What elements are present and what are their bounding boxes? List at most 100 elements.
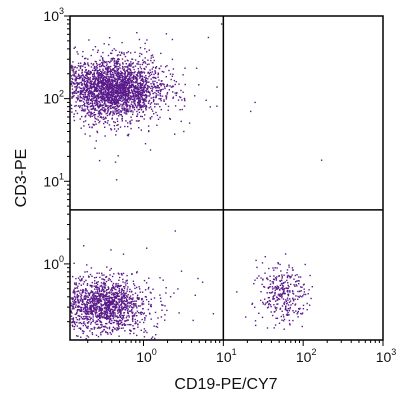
data-point bbox=[101, 286, 103, 288]
data-point bbox=[149, 117, 151, 119]
data-point bbox=[144, 94, 146, 97]
data-point bbox=[167, 105, 170, 108]
data-point bbox=[123, 302, 126, 305]
data-point bbox=[267, 297, 270, 299]
data-point bbox=[95, 61, 97, 63]
data-point bbox=[138, 286, 140, 288]
data-point bbox=[141, 115, 143, 118]
data-point bbox=[87, 58, 89, 60]
data-point bbox=[140, 85, 142, 87]
data-point bbox=[296, 313, 298, 315]
data-point bbox=[100, 282, 103, 284]
data-point bbox=[107, 288, 110, 290]
data-point bbox=[132, 107, 134, 109]
data-point bbox=[79, 327, 82, 329]
data-point bbox=[107, 295, 110, 298]
data-point bbox=[106, 98, 109, 100]
data-point bbox=[155, 325, 157, 328]
data-point bbox=[96, 281, 98, 284]
data-point bbox=[265, 302, 267, 304]
data-point bbox=[95, 101, 97, 103]
data-point bbox=[120, 290, 123, 292]
data-point bbox=[140, 87, 142, 89]
data-point bbox=[127, 77, 129, 80]
data-point bbox=[139, 103, 141, 106]
data-point bbox=[285, 287, 287, 289]
data-point bbox=[139, 93, 141, 95]
data-point bbox=[101, 63, 104, 65]
data-point bbox=[70, 83, 73, 85]
data-point bbox=[267, 306, 270, 308]
data-point bbox=[108, 37, 111, 39]
data-point bbox=[118, 58, 120, 61]
data-point bbox=[98, 289, 101, 292]
data-point bbox=[139, 101, 142, 103]
data-point bbox=[134, 104, 136, 106]
data-point bbox=[124, 282, 126, 284]
data-point bbox=[104, 121, 107, 123]
data-point bbox=[116, 83, 118, 85]
data-point bbox=[157, 89, 159, 92]
data-point bbox=[94, 280, 96, 282]
data-point bbox=[112, 299, 114, 302]
data-point bbox=[285, 299, 287, 301]
data-point bbox=[128, 97, 131, 99]
data-point bbox=[105, 280, 108, 283]
data-point bbox=[150, 102, 153, 104]
data-point bbox=[89, 82, 91, 85]
data-point bbox=[148, 99, 151, 102]
data-point bbox=[119, 78, 122, 81]
data-point bbox=[77, 277, 80, 279]
data-point bbox=[114, 297, 116, 299]
data-point bbox=[83, 103, 85, 106]
data-point bbox=[94, 80, 96, 83]
data-point bbox=[115, 284, 117, 286]
data-point bbox=[144, 86, 147, 89]
data-point bbox=[264, 298, 266, 300]
data-point bbox=[130, 65, 132, 67]
data-point bbox=[137, 312, 140, 314]
data-point bbox=[86, 101, 88, 104]
data-point bbox=[274, 310, 276, 313]
data-point bbox=[152, 66, 154, 68]
data-point bbox=[137, 120, 139, 122]
data-point bbox=[286, 269, 289, 271]
data-point bbox=[116, 304, 118, 306]
data-point bbox=[73, 113, 75, 115]
data-point bbox=[72, 303, 74, 305]
data-point bbox=[105, 276, 108, 278]
data-point bbox=[129, 92, 131, 94]
data-point bbox=[141, 84, 144, 87]
data-point bbox=[106, 318, 108, 321]
data-point bbox=[121, 76, 123, 79]
data-point bbox=[83, 330, 85, 333]
data-point bbox=[123, 293, 125, 295]
data-point bbox=[122, 300, 124, 302]
data-point bbox=[289, 323, 291, 325]
data-point bbox=[136, 88, 139, 90]
data-point bbox=[160, 97, 162, 100]
data-point bbox=[94, 78, 96, 80]
data-point bbox=[149, 291, 152, 294]
data-point bbox=[145, 296, 147, 298]
data-point bbox=[119, 298, 121, 300]
data-point bbox=[88, 69, 90, 72]
data-point bbox=[81, 100, 83, 102]
data-point bbox=[281, 277, 283, 279]
data-point bbox=[146, 51, 148, 53]
data-point bbox=[105, 295, 107, 297]
data-point bbox=[145, 80, 147, 83]
data-point bbox=[87, 275, 90, 277]
data-point bbox=[157, 85, 159, 87]
data-point bbox=[283, 303, 285, 305]
data-point bbox=[83, 76, 85, 78]
data-point bbox=[132, 300, 134, 302]
data-point bbox=[75, 282, 77, 284]
data-point bbox=[153, 73, 155, 76]
data-point bbox=[107, 86, 109, 88]
data-point bbox=[101, 101, 103, 103]
data-point bbox=[141, 77, 143, 80]
data-point bbox=[141, 79, 143, 82]
data-point bbox=[136, 94, 138, 97]
data-point bbox=[113, 95, 115, 98]
